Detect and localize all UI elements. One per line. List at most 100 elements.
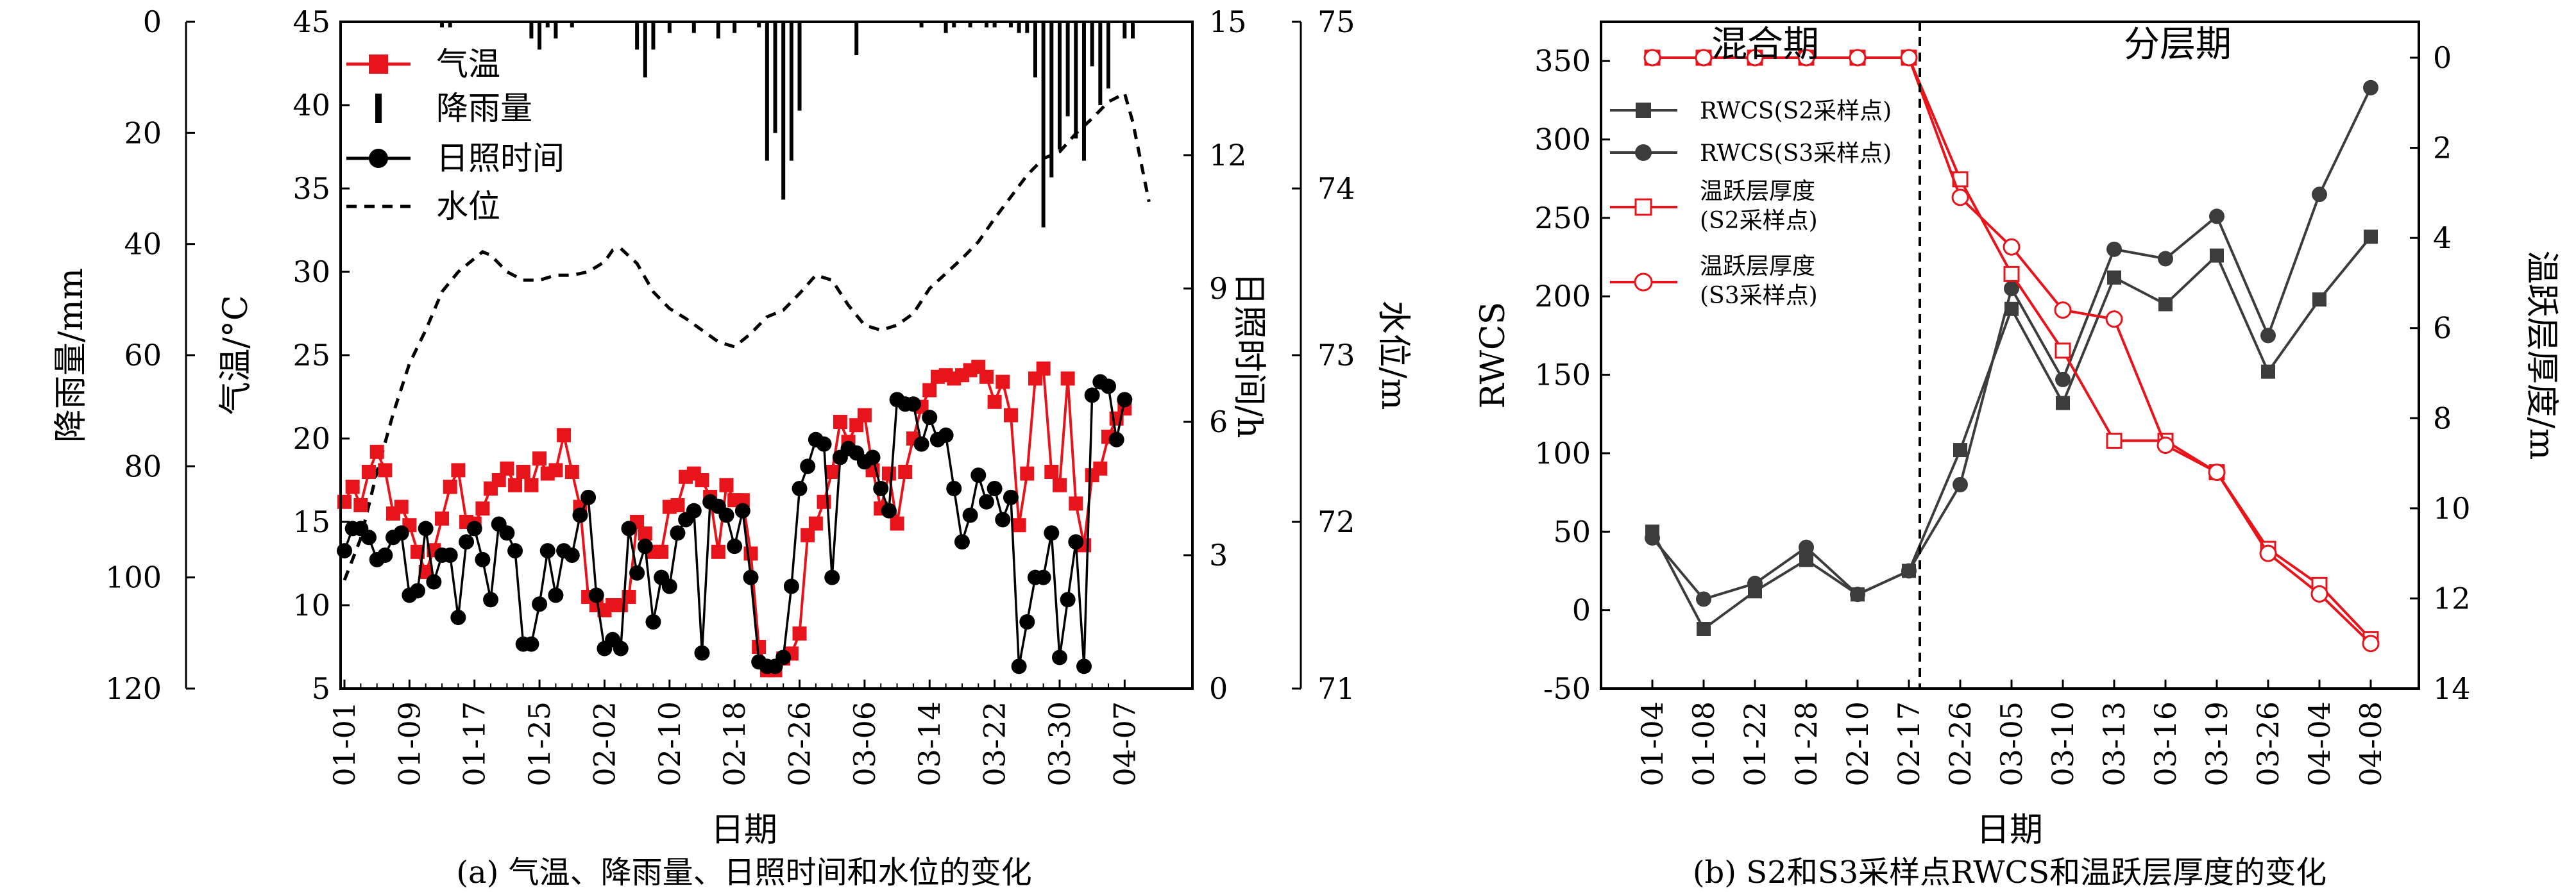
series-point-2 (2003, 265, 2020, 282)
thermo-tick-label: 6 (2433, 311, 2452, 346)
panel-a-ylabel-level: 水位/m (1374, 301, 1412, 410)
sunshine-point (800, 458, 816, 474)
sunshine-point (718, 507, 734, 523)
temp-tick-label: 30 (292, 255, 330, 289)
sunshine-point (1068, 534, 1084, 550)
series-point-1 (1799, 539, 1814, 555)
sunshine-point (1060, 592, 1076, 608)
x-tick-label: 02-10 (652, 701, 687, 787)
sunshine-point (734, 503, 750, 519)
sunshine-point (1117, 392, 1133, 408)
series-point-0 (2210, 248, 2224, 263)
x-tick-label: 03-26 (2251, 701, 2285, 787)
temperature-point (654, 544, 669, 559)
series-point-1 (2363, 79, 2378, 96)
temperature-point (1036, 361, 1051, 376)
series-point-1 (1901, 563, 1917, 579)
series-point-1 (1696, 591, 1711, 607)
series-point-3 (2157, 436, 2174, 454)
sunshine-point (922, 410, 938, 426)
temperature-point (443, 480, 457, 494)
x-tick-label: 04-08 (2353, 701, 2388, 787)
temperature-point (1069, 496, 1083, 511)
sunshine-point (792, 481, 808, 496)
x-tick-label: 03-14 (912, 701, 947, 787)
rain-tick-label: 120 (105, 671, 162, 706)
sunshine-point (637, 539, 653, 555)
series-point-3 (2310, 585, 2328, 603)
sunshine-point (1051, 649, 1067, 665)
temperature-point (922, 383, 937, 397)
x-tick-label: 04-04 (2302, 701, 2337, 787)
sunshine-point (987, 481, 1003, 496)
series-point-0 (2312, 292, 2326, 307)
sunshine-point (905, 396, 921, 412)
series-point-0 (2056, 396, 2070, 410)
sun-tick-label: 0 (1209, 671, 1228, 706)
temperature-point (369, 444, 384, 459)
series-point-0 (1953, 443, 1967, 458)
temperature-point (557, 428, 572, 442)
temperature-point (1052, 478, 1067, 492)
rain-tick-label: 60 (124, 338, 162, 372)
x-tick-label: 02-02 (587, 701, 622, 787)
series-point-2 (2106, 432, 2123, 449)
sunshine-point (913, 436, 929, 452)
temperature-point (508, 478, 523, 492)
series-point-3 (1900, 49, 1918, 67)
temperature-point (451, 463, 466, 478)
panel-b-xlabel: 日期 (1976, 811, 2043, 849)
legend-s3-thermo-label-2: (S3采样点) (1700, 283, 1818, 309)
temperature-point (516, 465, 530, 479)
sunshine-point (539, 543, 555, 559)
sunshine-point (1003, 489, 1019, 505)
sunshine-point (743, 569, 759, 585)
series-point-3 (1797, 49, 1815, 67)
legend-s3-rwcs-label: RWCS(S3采样点) (1700, 140, 1892, 167)
thermo-tick-label: 14 (2433, 671, 2471, 706)
temperature-point (752, 640, 767, 654)
legend-s2-thermo-label-2: (S2采样点) (1700, 208, 1818, 234)
temperature-point (418, 565, 433, 579)
sun-tick-label: 6 (1209, 405, 1228, 439)
sunshine-point (978, 494, 994, 510)
temperature-point (695, 473, 709, 487)
thermo-tick-label: 0 (2433, 40, 2452, 75)
panel-a-legend: 气温 降雨量 日照时间 水位 (346, 46, 564, 225)
panel-b-ylabel-right: 温跃层厚度/m (2522, 251, 2561, 460)
temp-tick-label: 10 (292, 588, 330, 623)
phase-strat-label: 分层期 (2124, 24, 2232, 65)
sunshine-point (995, 512, 1011, 528)
legend-temp-marker (369, 54, 388, 74)
sunshine-point (946, 481, 962, 496)
panel-a-xlabel: 日期 (711, 811, 777, 849)
series-point-3 (1695, 49, 1713, 67)
rwcs-tick-label: 300 (1534, 122, 1591, 157)
sun-tick-label: 3 (1209, 538, 1228, 573)
temp-tick-label: 25 (292, 338, 330, 372)
rwcs-tick-label: 50 (1553, 514, 1591, 549)
sunshine-point (645, 614, 661, 630)
sunshine-point (580, 489, 597, 505)
legend-sun-marker (369, 149, 388, 168)
temperature-point (670, 498, 685, 512)
temperature-point (719, 478, 734, 492)
panel-a-ylabel-temp: 气温/°C (217, 295, 255, 415)
series-point-0 (2107, 270, 2121, 285)
x-tick-label: 03-16 (2148, 701, 2183, 787)
sunshine-point (507, 543, 523, 559)
temperature-point (1044, 465, 1059, 479)
temp-tick-label: 15 (292, 505, 330, 539)
sunshine-point (1100, 378, 1116, 394)
temperature-point (711, 544, 725, 559)
temperature-point (378, 463, 393, 478)
panel-a: 5 10 15 20 25 30 35 40 45 0 20 40 60 80 100 120 0 3 6 9 12 15… (52, 4, 1412, 891)
series-point-1 (2055, 371, 2071, 387)
temperature-point (1093, 461, 1108, 476)
temperature-point (491, 473, 506, 487)
x-tick-label: 03-13 (2097, 701, 2131, 787)
legend-s2-thermo-marker (1634, 198, 1652, 216)
panel-b-ylabel-left: RWCS (1474, 302, 1513, 409)
series-point-1 (2106, 241, 2122, 257)
